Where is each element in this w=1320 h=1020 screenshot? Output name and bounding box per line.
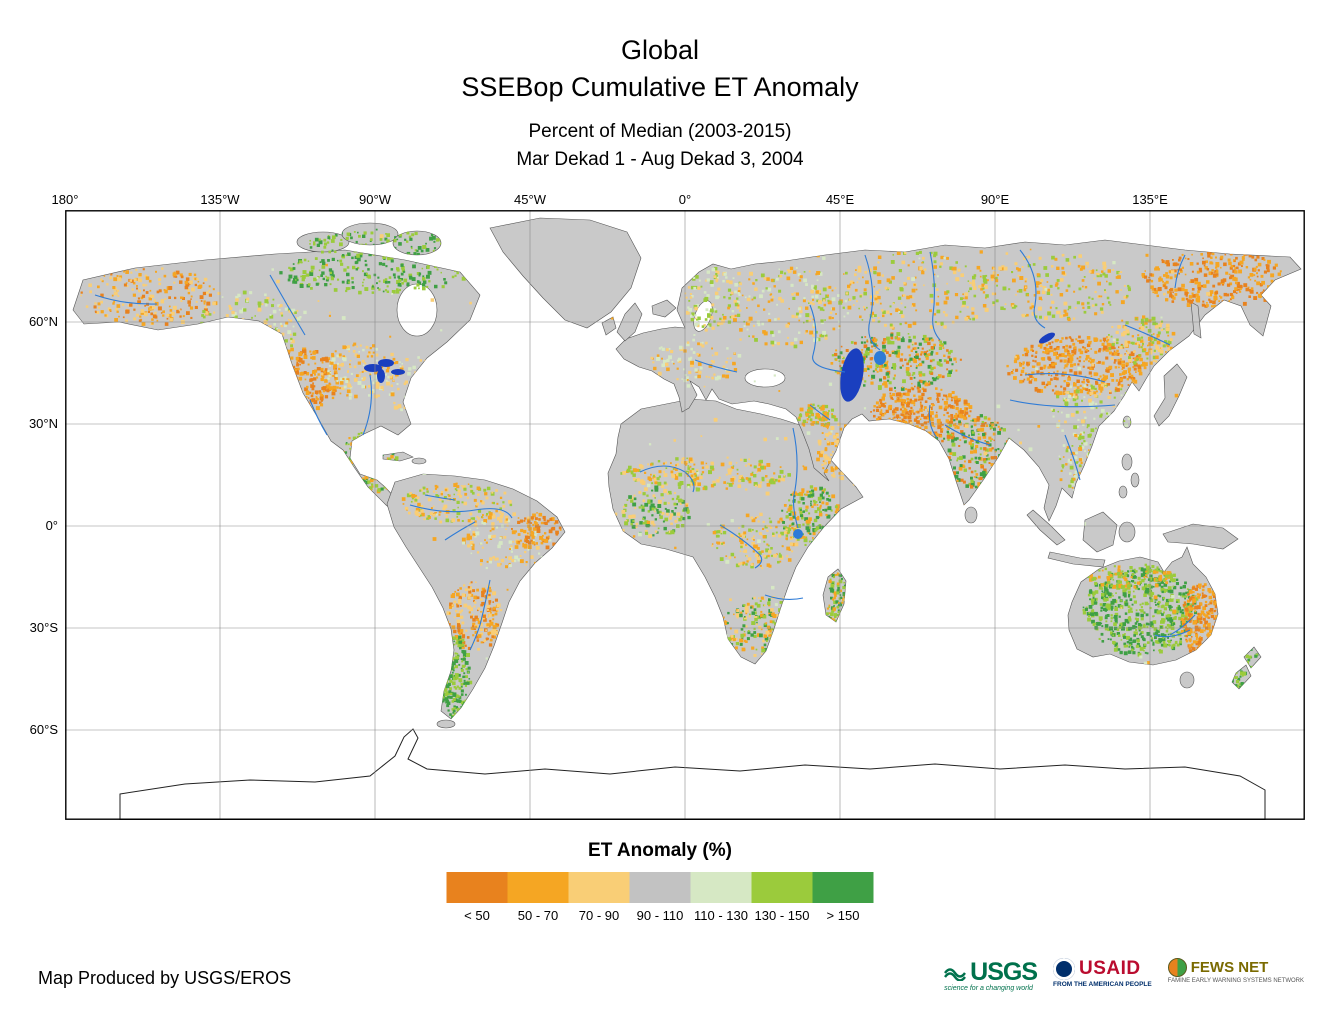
legend-swatch	[446, 872, 508, 903]
legend-swatch	[507, 872, 569, 903]
sumatra	[1026, 509, 1066, 546]
legend-swatch	[568, 872, 630, 903]
subtitle-line-1: Percent of Median (2003-2015)	[528, 121, 792, 142]
japan	[1153, 363, 1188, 427]
legend-swatch	[751, 872, 813, 903]
hispaniola	[411, 457, 427, 465]
lat-label: 30°S	[29, 620, 58, 635]
legend-label: < 50	[464, 908, 490, 923]
legend-item: 130 - 150	[751, 872, 813, 923]
legend-title: ET Anomaly (%)	[588, 840, 732, 861]
tasmania	[1179, 671, 1195, 689]
legend-swatch	[812, 872, 874, 903]
philippines-2	[1130, 472, 1140, 488]
lat-label: 30°N	[28, 416, 58, 431]
legend: < 50 50 - 70 70 - 90 90 - 110 110 - 130 130 -…	[446, 872, 874, 923]
legend-swatch	[690, 872, 752, 903]
lake-baikal	[1039, 332, 1055, 344]
logo-strip: USGS science for a changing world USAID …	[944, 958, 1304, 992]
borneo	[1082, 511, 1118, 553]
usgs-wave-icon	[944, 967, 967, 981]
world-map-svg	[65, 210, 1305, 820]
legend-label: 70 - 90	[578, 908, 620, 923]
sulawesi	[1118, 521, 1136, 543]
legend-item: 110 - 130	[690, 872, 752, 923]
caspian-sea	[840, 348, 864, 402]
black-sea	[744, 368, 786, 388]
map-credit: Map Produced by USGS/EROS	[38, 968, 292, 988]
aral-sea	[874, 351, 886, 365]
usgs-logo: USGS science for a changing world	[944, 958, 1038, 992]
fewsnet-wordmark: FEWS NET	[1190, 959, 1269, 976]
lon-label: 180°	[51, 192, 79, 207]
sakhalin	[1190, 301, 1202, 339]
lon-label: 45°E	[825, 192, 855, 207]
great-lake-michigan	[377, 369, 385, 383]
legend-swatch	[629, 872, 691, 903]
sri-lanka	[964, 506, 978, 524]
lon-label: 0°	[678, 192, 692, 207]
lon-label: 135°E	[1132, 192, 1168, 207]
legend-label: 50 - 70	[517, 908, 559, 923]
lat-label: 60°N	[28, 314, 58, 329]
usaid-logo: USAID FROM THE AMERICAN PEOPLE	[1053, 958, 1152, 988]
usgs-wordmark: USGS	[970, 958, 1038, 986]
fewsnet-globe-icon	[1167, 958, 1187, 977]
subtitle-line-2: Mar Dekad 1 - Aug Dekad 3, 2004	[516, 149, 804, 170]
legend-item: 50 - 70	[507, 872, 569, 923]
legend-item: < 50	[446, 872, 508, 923]
great-lake-huron	[378, 359, 394, 367]
lon-label: 90°E	[980, 192, 1010, 207]
page-subtitle: Percent of Median (2003-2015) Mar Dekad …	[0, 118, 1320, 174]
fewsnet-logo: FEWS NET FAMINE EARLY WARNING SYSTEMS NE…	[1167, 958, 1304, 984]
ocean-cutouts	[396, 283, 786, 388]
philippines-3	[1118, 485, 1128, 499]
arctic-island-1	[296, 231, 350, 253]
north-america-landmass	[72, 249, 481, 520]
legend-label: 90 - 110	[636, 908, 684, 923]
legend-item: 70 - 90	[568, 872, 630, 923]
antarctica-coastline	[119, 728, 1266, 820]
title-line-2: SSEBop Cumulative ET Anomaly	[461, 72, 859, 102]
legend-label: > 150	[826, 908, 860, 923]
usgs-tagline: science for a changing world	[944, 985, 1033, 992]
hudson-bay	[396, 283, 438, 337]
lat-label: 0°	[45, 518, 58, 533]
legend-label: 110 - 130	[694, 908, 748, 923]
lon-label: 45°W	[514, 192, 546, 207]
map-border	[65, 210, 1305, 820]
page-title: Global SSEBop Cumulative ET Anomaly	[0, 32, 1320, 106]
usaid-seal-icon	[1053, 958, 1076, 980]
legend-item: 90 - 110	[629, 872, 691, 923]
rivers-and-lakes	[94, 249, 1196, 651]
fewsnet-tagline: FAMINE EARLY WARNING SYSTEMS NETWORK	[1167, 978, 1304, 984]
great-lake-superior	[364, 364, 382, 372]
ireland	[601, 316, 617, 336]
lake-victoria	[793, 529, 803, 539]
tierra-del-fuego	[436, 719, 456, 729]
great-lake-erie	[391, 369, 405, 375]
lat-label: 60°S	[29, 722, 58, 737]
lon-label: 135°W	[200, 192, 240, 207]
legend-label: 130 - 150	[754, 908, 810, 923]
legend-item: > 150	[812, 872, 874, 923]
lon-label: 90°W	[359, 192, 391, 207]
title-line-1: Global	[620, 35, 700, 65]
philippines-1	[1121, 453, 1133, 471]
greenland-landmass	[489, 217, 642, 329]
eurasia-landmass	[615, 239, 1302, 522]
iceland	[651, 299, 677, 318]
usaid-tagline: FROM THE AMERICAN PEOPLE	[1053, 981, 1152, 988]
world-map	[65, 210, 1305, 820]
graticule-grid	[65, 210, 1305, 820]
usaid-wordmark: USAID	[1079, 958, 1141, 979]
java	[1047, 551, 1106, 568]
new-guinea	[1162, 523, 1239, 550]
